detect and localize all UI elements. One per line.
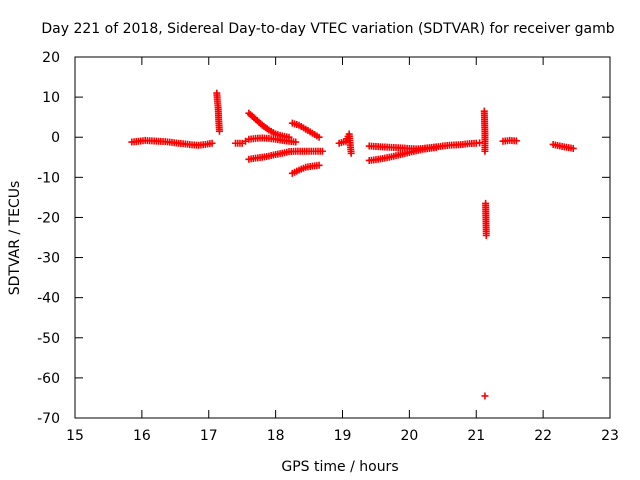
x-tick-label: 18 <box>267 428 285 444</box>
series-arc-2 <box>213 89 223 135</box>
data-point-fill <box>510 137 518 145</box>
data-point-fill <box>410 147 418 155</box>
data-point-fill <box>263 152 271 160</box>
axis-ticks <box>74 56 611 419</box>
y-axis-label: SDTVAR / TECUs <box>7 181 23 296</box>
data-point-fill <box>313 162 321 170</box>
data-point-fill <box>481 145 489 153</box>
data-point-fill <box>215 125 223 133</box>
data-point-fill <box>263 125 271 133</box>
y-tick-label: 0 <box>51 130 60 146</box>
y-tick-label: -70 <box>37 411 60 427</box>
series-arc-8 <box>288 161 323 177</box>
data-point-fill <box>390 152 398 160</box>
series-arc-12 <box>480 107 490 400</box>
data-point-fill <box>347 147 355 155</box>
data-point-fill <box>554 142 562 150</box>
series-arc-7 <box>288 119 323 141</box>
data-point-fill <box>560 143 568 151</box>
data-point-fill <box>236 139 244 147</box>
data-point-fill <box>383 154 391 162</box>
data-point-fill <box>206 140 214 148</box>
x-axis-label: GPS time / hours <box>281 459 398 475</box>
y-tick-label: -60 <box>37 371 60 387</box>
y-tick-label: -30 <box>37 251 60 267</box>
y-tick-label: -40 <box>37 291 60 307</box>
data-point-fill <box>482 229 490 237</box>
y-tick-label: -50 <box>37 331 60 347</box>
data-point-fill <box>316 147 324 155</box>
data-point-fill <box>567 144 575 152</box>
series-arc-11 <box>365 144 440 164</box>
data-point-fill <box>306 128 314 136</box>
series-arc-1 <box>128 136 216 149</box>
chart-title: Day 221 of 2018, Sidereal Day-to-day VTE… <box>41 21 614 37</box>
series-arc-5 <box>245 134 300 146</box>
x-tick-label: 19 <box>334 428 352 444</box>
x-tick-label: 15 <box>66 428 84 444</box>
series-arc-9 <box>335 130 355 157</box>
data-point-fill <box>269 151 277 159</box>
y-tick-label: -20 <box>37 210 60 226</box>
data-point-fill <box>293 167 301 175</box>
data-point-fill <box>417 146 425 154</box>
x-tick-label: 20 <box>400 428 418 444</box>
data-point-fill <box>313 132 321 140</box>
y-tick-label: -10 <box>37 170 60 186</box>
x-tick-label: 17 <box>200 428 218 444</box>
data-point-fill <box>289 138 297 146</box>
y-tick-labels: 20 10 0 -10 -20 -30 -40 -50 -60 -70 <box>37 50 60 427</box>
data-point-fill <box>269 129 277 137</box>
series-arc-6 <box>245 147 326 163</box>
data-point <box>481 392 489 400</box>
x-tick-label: 22 <box>534 428 552 444</box>
series-arc-3 <box>232 137 250 147</box>
data-point-fill <box>276 150 284 158</box>
data-point-fill <box>396 151 404 159</box>
x-tick-label: 16 <box>133 428 151 444</box>
series-arc-4 <box>245 109 293 141</box>
x-tick-label: 23 <box>601 428 619 444</box>
x-tick-label: 21 <box>467 428 485 444</box>
data-point-fill <box>403 149 411 157</box>
data-point-fill <box>293 121 301 129</box>
data-point-fill <box>376 155 384 163</box>
y-tick-label: 10 <box>42 90 60 106</box>
data-point-fill <box>470 139 478 147</box>
plot-frame <box>74 56 611 419</box>
data-point-fill <box>430 144 438 152</box>
data-point-fill <box>299 124 307 132</box>
x-tick-labels: 15 16 17 18 19 20 21 22 23 <box>66 428 619 444</box>
series-arc-14 <box>549 140 577 152</box>
data-point-fill <box>299 164 307 172</box>
data-points <box>128 89 577 400</box>
series-arc-13 <box>499 136 520 145</box>
y-tick-label: 20 <box>42 50 60 66</box>
